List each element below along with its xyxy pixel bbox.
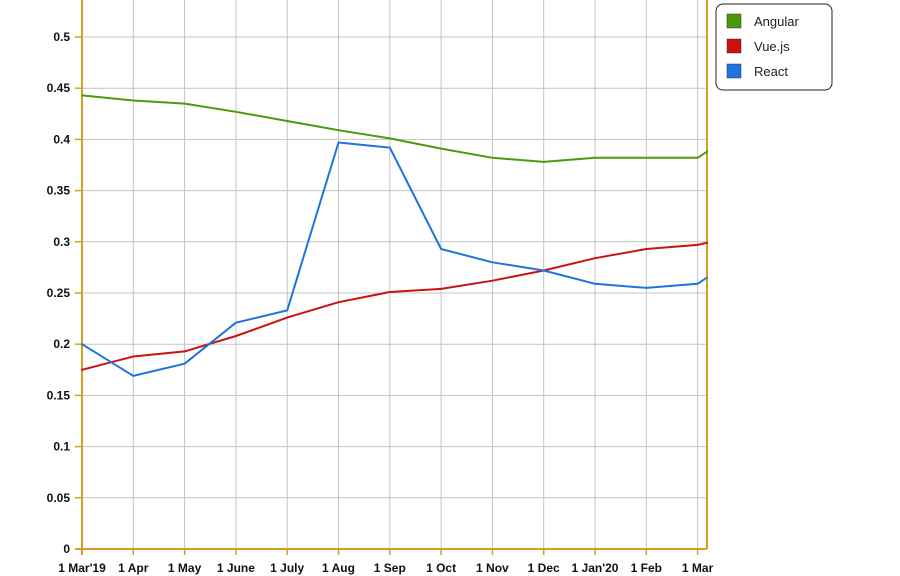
x-tick-label: 1 May <box>168 561 202 575</box>
series-line-vue-js <box>81 241 708 371</box>
x-tick-label: 1 Nov <box>476 561 509 575</box>
x-tick-label: 1 Mar'19 <box>58 561 106 575</box>
x-tick-label: 1 Dec <box>528 561 560 575</box>
legend-label: React <box>754 64 788 79</box>
legend-swatch <box>726 13 742 29</box>
x-tick-label: 1 Sep <box>374 561 406 575</box>
chart-series <box>81 94 708 377</box>
y-tick-label: 0.3 <box>53 235 70 249</box>
series-line-react <box>81 141 708 377</box>
y-tick-label: 0.2 <box>53 337 70 351</box>
legend-box <box>715 3 833 91</box>
x-axis-ticks: 1 Mar'19 1 Apr 1 May 1 June 1 July 1 Aug 1 Sep… <box>58 561 713 575</box>
x-tick-label: 1 Oct <box>426 561 456 575</box>
y-tick-label: 0.4 <box>53 132 70 146</box>
series-line-angular <box>81 94 708 163</box>
y-tick-label: 0.15 <box>47 388 71 402</box>
legend-label: Angular <box>754 14 799 29</box>
legend-swatch <box>726 38 742 54</box>
legend-label: Vue.js <box>754 39 790 54</box>
legend-swatch <box>726 63 742 79</box>
y-tick-label: 0 <box>63 542 70 556</box>
x-tick-label: 1 Jan'20 <box>572 561 619 575</box>
y-tick-label: 0.25 <box>47 286 71 300</box>
x-tick-label: 1 July <box>270 561 304 575</box>
y-tick-label: 0.35 <box>47 184 71 198</box>
x-tick-label: 1 Aug <box>322 561 355 575</box>
y-tick-label: 0.1 <box>53 440 70 454</box>
y-tick-label: 0.5 <box>53 30 70 44</box>
chart-legend: Angular Vue.js React <box>715 3 833 91</box>
x-tick-label: 1 Mar <box>682 561 714 575</box>
chart-grid <box>81 0 707 550</box>
y-axis-ticks: 0 0.05 0.1 0.15 0.2 0.25 0.3 0.35 0.4 0.45 0.5 <box>47 30 71 556</box>
x-tick-label: 1 Feb <box>631 561 662 575</box>
x-tick-label: 1 June <box>217 561 255 575</box>
y-tick-label: 0.05 <box>47 491 71 505</box>
chart-axes <box>75 0 708 555</box>
y-tick-label: 0.45 <box>47 81 71 95</box>
x-tick-label: 1 Apr <box>118 561 149 575</box>
